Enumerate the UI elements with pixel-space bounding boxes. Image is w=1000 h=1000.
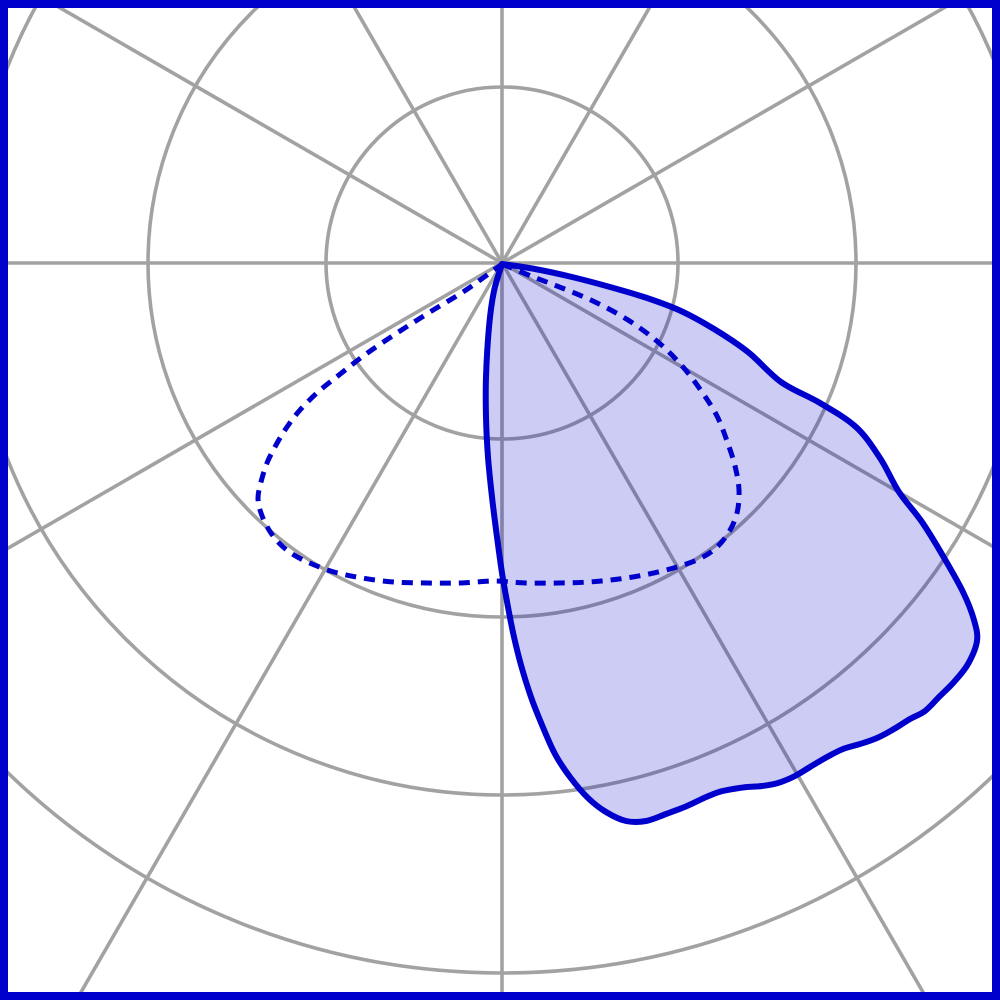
grid-ray — [42, 0, 503, 265]
main-lobe-solid-path — [482, 261, 981, 826]
grid-ray — [500, 0, 656, 264]
grid-ray — [348, 0, 504, 264]
grid-ray — [501, 261, 1000, 553]
grid-ray — [74, 262, 504, 1000]
grid-ray — [500, 262, 930, 1000]
grid-ray — [0, 261, 503, 555]
secondary-lobe-dashed-path — [255, 261, 742, 586]
grid-ray — [501, 0, 962, 265]
